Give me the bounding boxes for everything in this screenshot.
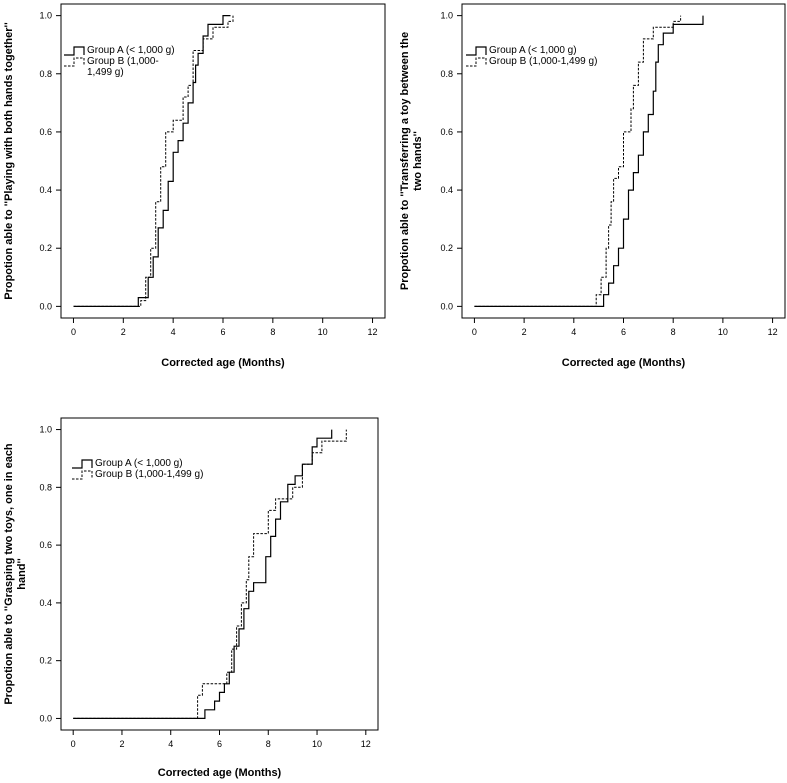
chart-3-legend-label-group-a: Group A (< 1,000 g) [95,458,183,469]
chart-3-series-group-b-line [73,429,347,719]
chart-2-legend-marker-group-b [466,57,487,67]
chart-2-legend-label-group-a: Group A (< 1,000 g) [489,45,577,56]
chart-2-x-tick-label: 6 [621,327,626,337]
chart-3-y-axis-title-line: hand'' [16,558,28,590]
chart-1-x-tick-label: 12 [368,327,378,337]
chart-2-y-tick-label: 0.4 [440,185,453,195]
chart-1-series-group-a-line [73,15,231,307]
chart-1-x-axis-title: Corrected age (Months) [161,357,285,369]
chart-panel-3: 0 2 4 6 8 10 12 0.0 0.2 0.4 0.6 0.8 1.0 Corrected age… [3,417,379,779]
chart-3-x-tick-label: 4 [168,739,173,749]
chart-3-y-tick-label: 0.8 [39,482,52,492]
chart-3-x-tick-label: 2 [119,739,124,749]
chart-3-y-tick-label: 0.2 [39,656,52,666]
chart-2-x-axis-title: Corrected age (Months) [562,357,686,369]
chart-2-series-group-b-line [474,15,682,307]
chart-2-y-tick-label: 0.8 [440,69,453,79]
chart-3-x-tick-label: 12 [361,739,371,749]
chart-2-x-tick-label: 12 [768,327,778,337]
chart-2-series-group-a-line [474,15,704,307]
chart-1-x-tick-label: 4 [171,327,176,337]
chart-1-x-tick-label: 0 [71,327,76,337]
chart-2-x-tick-label: 2 [522,327,527,337]
chart-2-y-tick-label: 0.6 [440,127,453,137]
chart-1-x-tick-label: 10 [318,327,328,337]
chart-1-x-tick-label: 8 [270,327,275,337]
chart-1-y-axis-title-line: Propotion able to ''Playing with both ha… [3,22,15,300]
chart-1-y-tick-label: 0.8 [39,69,52,79]
chart-2-x-tick-label: 0 [472,327,477,337]
chart-2-y-tick-label: 0.2 [440,243,453,253]
chart-3-x-tick-label: 10 [312,739,322,749]
chart-3-x-tick-label: 8 [266,739,271,749]
chart-1-legend-label-group-b: 1,499 g) [87,67,124,78]
chart-3-y-tick-label: 0.4 [39,598,52,608]
chart-1-legend-label-group-b: Group B (1,000- [87,56,159,67]
chart-2-x-tick-label: 4 [571,327,576,337]
chart-1-y-tick-label: 0.4 [39,185,52,195]
chart-1-y-tick-label: 0.6 [39,127,52,137]
chart-2-legend-marker-group-a [466,46,487,56]
chart-1-y-tick-label: 1.0 [39,11,52,21]
chart-2-y-tick-label: 0.0 [440,301,453,311]
chart-1-y-tick-label: 0.0 [39,301,52,311]
chart-3-y-tick-label: 0.6 [39,540,52,550]
chart-3-legend-marker-group-b [72,470,93,480]
chart-2-y-tick-label: 1.0 [440,11,453,21]
chart-1-legend-marker-group-a [64,46,85,56]
chart-3-x-tick-label: 6 [217,739,222,749]
chart-3-legend-marker-group-a [72,459,93,469]
chart-3-legend-label-group-b: Group B (1,000-1,499 g) [95,469,203,480]
chart-1-y-tick-label: 0.2 [39,243,52,253]
chart-2-x-tick-label: 10 [718,327,728,337]
chart-3-x-axis-title: Corrected age (Months) [158,767,282,779]
chart-1-legend-marker-group-b [64,57,85,67]
chart-2-legend-label-group-b: Group B (1,000-1,499 g) [489,56,597,67]
chart-3-x-tick-label: 0 [71,739,76,749]
chart-3-series-group-a-line [73,429,333,719]
chart-2-y-axis-title-line: Propotion able to ''Transferring a toy b… [399,32,411,290]
chart-3-y-tick-label: 0.0 [39,713,52,723]
chart-panel-1: 0 2 4 6 8 10 12 0.0 0.2 0.4 0.6 0.8 1.0 Corrected age… [3,3,386,369]
chart-1-x-tick-label: 2 [121,327,126,337]
chart-1-x-tick-label: 6 [220,327,225,337]
chart-1-legend-label-group-a: Group A (< 1,000 g) [87,45,175,56]
chart-2-y-axis-title-line: two hands'' [412,131,424,191]
chart-2-x-tick-label: 8 [671,327,676,337]
chart-1-series-group-b-line [73,15,234,307]
chart-3-y-tick-label: 1.0 [39,425,52,435]
chart-3-y-axis-title-line: Propotion able to ''Grasping two toys, o… [3,443,15,705]
chart-panel-2: 0 2 4 6 8 10 12 0.0 0.2 0.4 0.6 0.8 1.0 Corrected age… [399,3,786,369]
